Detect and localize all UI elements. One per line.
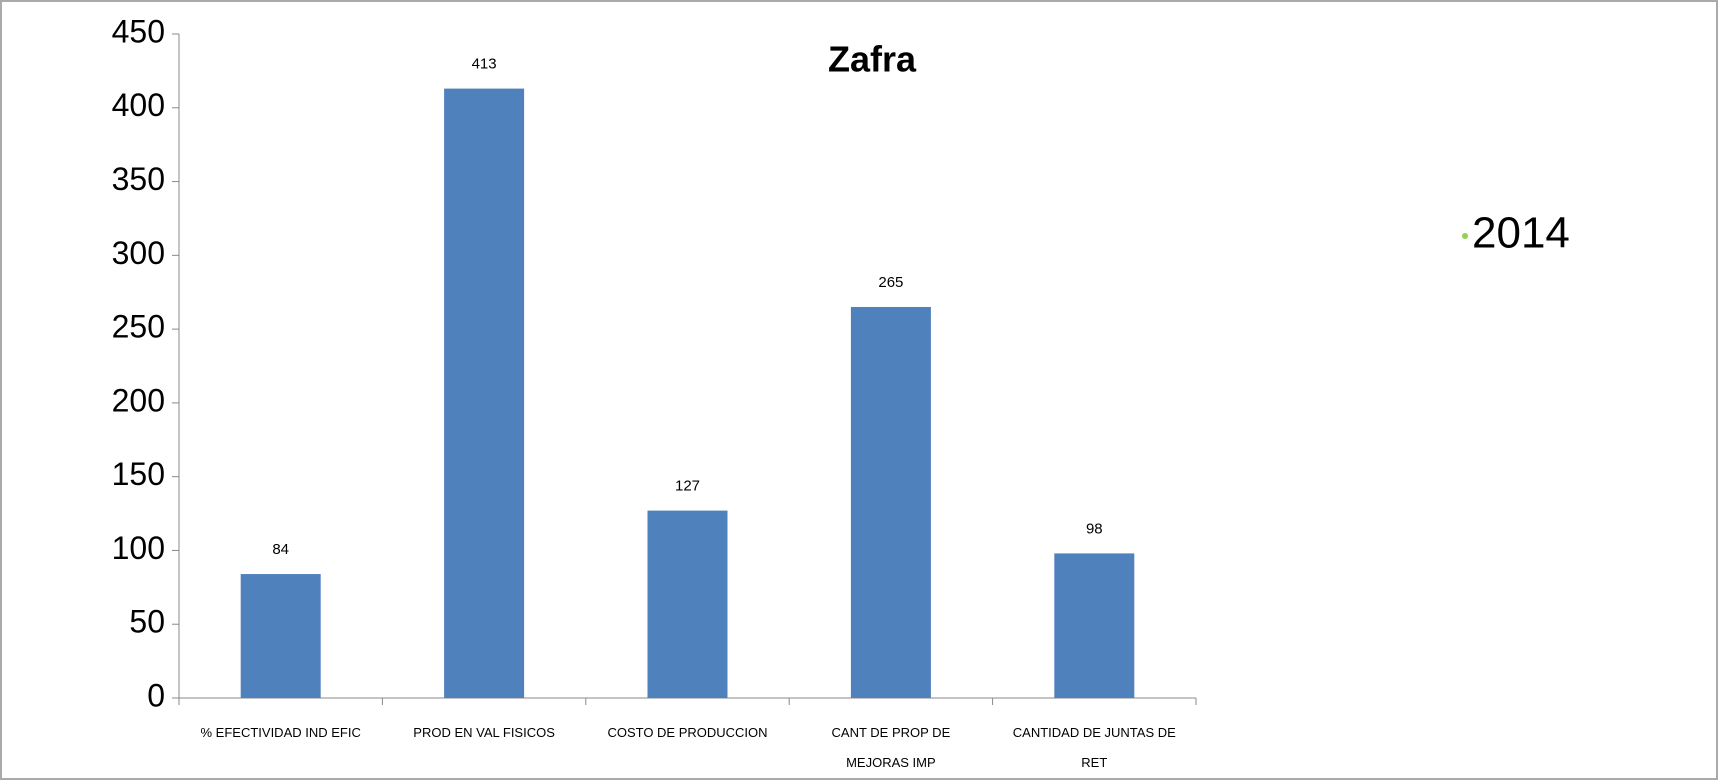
bar xyxy=(1054,553,1135,698)
y-tick-label: 400 xyxy=(112,87,165,123)
y-tick-label: 200 xyxy=(112,382,165,418)
data-label: 84 xyxy=(272,541,289,558)
data-label: 413 xyxy=(472,56,497,73)
y-tick-label: 250 xyxy=(112,309,165,345)
y-tick-label: 150 xyxy=(112,456,165,492)
y-tick-label: 0 xyxy=(147,677,165,713)
data-label: 98 xyxy=(1086,520,1103,537)
y-tick-label: 50 xyxy=(129,604,165,640)
y-tick-label: 100 xyxy=(112,530,165,566)
bar xyxy=(647,510,728,698)
data-label: 265 xyxy=(878,274,903,291)
bar xyxy=(850,306,931,698)
chart-title: Zafra xyxy=(828,39,917,80)
legend-marker xyxy=(1462,233,1468,239)
data-label: 127 xyxy=(675,478,700,495)
x-tick-label: % EFECTIVIDAD IND EFIC xyxy=(200,725,361,740)
bar xyxy=(444,88,525,698)
x-tick-label: CANT DE PROP DE MEJORAS IMP xyxy=(831,725,951,770)
legend-label: 2014 xyxy=(1472,209,1570,258)
y-tick-label: 350 xyxy=(112,161,165,197)
bar xyxy=(240,574,321,698)
y-tick-label: 450 xyxy=(112,13,165,49)
x-tick-label: PROD EN VAL FISICOS xyxy=(413,725,555,740)
y-tick-label: 300 xyxy=(112,235,165,271)
x-tick-label: CANTIDAD DE JUNTAS DE RET xyxy=(1012,725,1176,770)
x-tick-label: COSTO DE PRODUCCION xyxy=(607,725,768,740)
